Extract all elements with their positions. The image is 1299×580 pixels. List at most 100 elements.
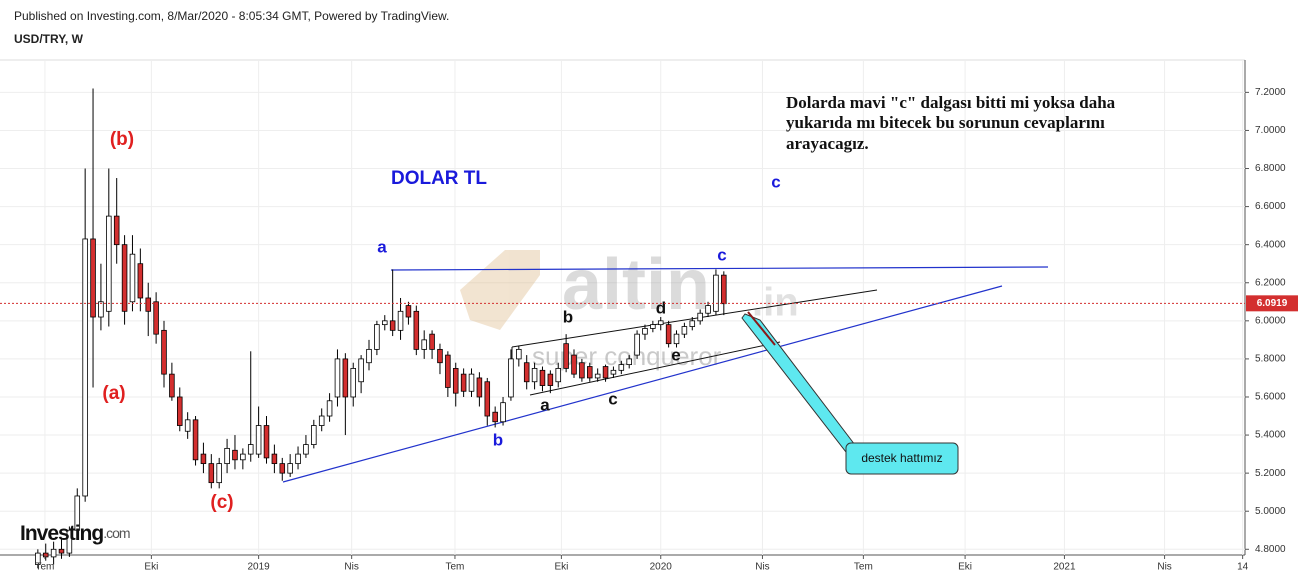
y-tick-label: 5.0000 [1255,506,1286,517]
candle-body [429,333,435,350]
annotation: (b) [110,129,134,150]
annotation: a [540,395,550,414]
x-tick-label: 2019 [247,562,270,573]
y-tick-label: 7.0000 [1255,125,1286,136]
x-tick-label: 2020 [650,562,673,573]
annotation: c [717,245,726,264]
annotation: DOLAR TL [391,168,487,189]
candle-body [642,328,648,335]
candle-body [271,453,278,465]
candle-body [437,348,443,364]
annotation: e [671,345,680,364]
candle-body [334,358,341,398]
source: Published on Investing.com, 8/Mar/2020 -… [14,9,449,23]
candle-body [137,263,144,299]
candle-body [516,348,522,360]
candle-body [255,425,262,455]
candle-body [445,354,451,388]
y-tick-label: 6.4000 [1255,239,1286,250]
candle-body [571,354,577,375]
logo-suffix: .com [103,525,130,541]
candle-body [547,373,554,386]
candle-body [169,373,175,398]
annotation: b [493,430,503,449]
x-tick-label: Eki [958,562,972,573]
candle-body [192,419,199,461]
candle-body [626,358,632,366]
candle-body [358,358,364,383]
candle-body [216,463,222,484]
y-tick-label: 6.0000 [1255,315,1286,326]
candle-body [74,495,81,531]
grid [0,60,1245,555]
candle-body [413,310,420,350]
callout-text: destek hattımız [861,451,942,465]
x-tick-label: Eki [144,562,158,573]
y-tick-label: 5.4000 [1255,430,1286,441]
candle-body [200,453,207,465]
callout-arrow-line [747,311,776,346]
y-tick-label: 7.2000 [1255,87,1286,98]
candle-body [610,369,617,375]
annotation: (c) [210,492,233,513]
logo: Investing.com [20,522,130,545]
candle-body [697,312,703,322]
candle-body [224,447,230,465]
candle-body [397,310,404,331]
candle-body [121,244,128,312]
last-price-label: 6.0919 [1257,298,1288,309]
x-tick-label: Nis [344,562,358,573]
candle-body [90,238,96,318]
candle-body [421,339,427,350]
candle-body [460,373,467,392]
x-tick-label: Nis [755,562,769,573]
note-line: arayacagız. [786,134,869,153]
y-tick-label: 6.8000 [1255,163,1286,174]
chart-title: USD/TRY, W [14,32,84,46]
candles [35,88,727,569]
candle-body [161,329,167,375]
candle-body [145,297,151,312]
annotation: c [608,389,617,408]
candle-body [247,444,254,455]
candle-body [650,324,656,329]
y-tick-label: 6.6000 [1255,201,1286,212]
candle-body [681,326,688,335]
candle-body [35,552,41,565]
candle-body [106,215,112,312]
candle-body [673,333,680,345]
candle-body [374,324,380,350]
y-tick-label: 5.2000 [1255,468,1286,479]
candle-body [153,301,159,335]
candle-body [263,425,270,459]
candle-body [689,320,696,327]
candle-body [295,453,301,465]
candle-body [713,274,719,312]
candle-body [500,402,506,423]
candle-body [184,419,191,432]
axes: 4.8000 5.0000 5.2000 5.4000 5.6000 5.8000 6.00… [0,87,1298,573]
candle-body [468,373,475,392]
annotations: (b) (a) (c) DOLAR TL a b c c b a c d e [102,129,780,513]
last-price-box [1246,295,1298,312]
y-tick-label: 5.6000 [1255,392,1286,403]
candle-body [279,463,286,474]
note-line: Dolarda mavi "c" dalgası bitti mi yoksa … [786,93,1116,112]
candle-body [287,463,293,474]
candle-body [42,552,49,558]
candle-body [98,301,104,318]
candle-body [113,215,120,246]
x-tick-label: Eki [554,562,568,573]
candle-body [563,343,569,369]
x-tick-label: Tem [854,562,873,573]
candle-body [342,358,349,398]
candle-body [232,449,238,461]
trend-line [511,289,878,348]
candle-body [618,364,625,371]
candle-body [177,396,183,426]
x-tick-label: Tem [445,562,464,573]
annotation: c [771,172,780,191]
candle-body [484,381,491,417]
candle-body [50,548,57,558]
